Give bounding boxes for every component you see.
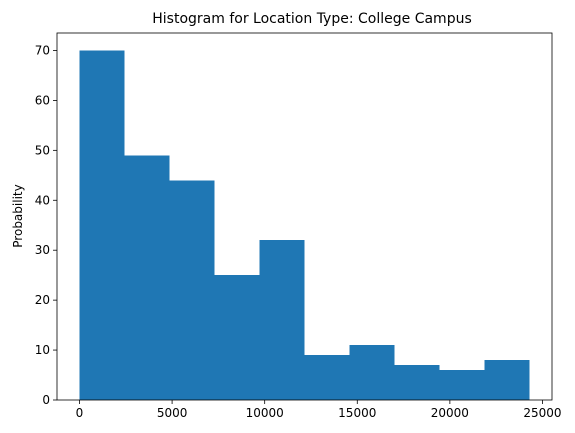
y-tick-label: 40 xyxy=(35,193,50,207)
histogram-bar-7 xyxy=(350,345,395,400)
histogram-bar-8 xyxy=(395,365,440,400)
y-tick-label: 0 xyxy=(42,393,50,407)
x-tick-label: 0 xyxy=(76,406,84,420)
y-tick-label: 60 xyxy=(35,93,50,107)
histogram-bar-6 xyxy=(305,355,350,400)
histogram-bar-1 xyxy=(80,50,125,400)
histogram-bar-3 xyxy=(170,180,215,400)
histogram-bar-4 xyxy=(215,275,260,400)
histogram-bar-9 xyxy=(440,370,485,400)
x-tick-label: 5000 xyxy=(157,406,188,420)
histogram-bar-10 xyxy=(485,360,530,400)
x-tick-label: 25000 xyxy=(523,406,561,420)
x-tick-label: 10000 xyxy=(246,406,284,420)
plot-area: 0 5000 10000 15000 20000 25000 0 10 20 30 40 50 60 70 xyxy=(35,33,562,420)
y-tick-label: 10 xyxy=(35,343,50,357)
x-tick-label: 20000 xyxy=(431,406,469,420)
y-tick-label: 20 xyxy=(35,293,50,307)
histogram-bar-2 xyxy=(125,155,170,400)
y-tick-label: 50 xyxy=(35,143,50,157)
histogram-bar-5 xyxy=(260,240,305,400)
x-tick-label: 15000 xyxy=(338,406,376,420)
chart-title: Histogram for Location Type: College Cam… xyxy=(152,11,472,27)
y-tick-label: 30 xyxy=(35,243,50,257)
y-axis-label: Probability xyxy=(11,184,25,247)
y-tick-label: 70 xyxy=(35,43,50,57)
